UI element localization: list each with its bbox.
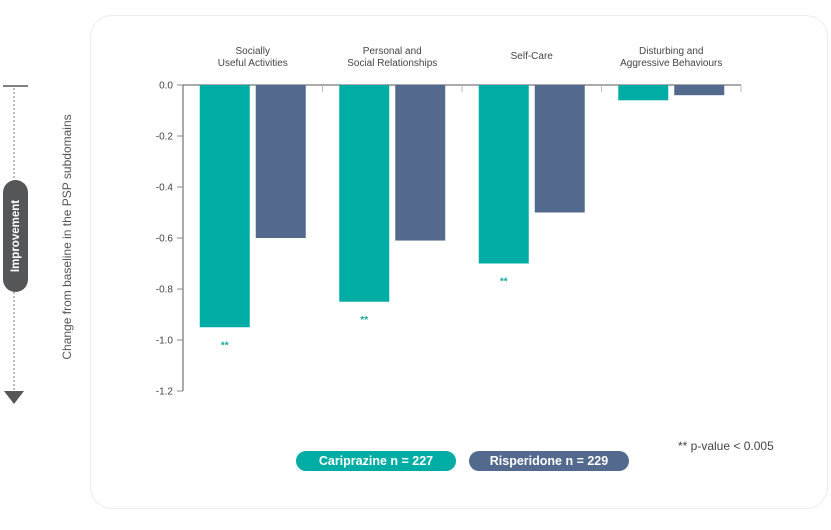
- y-tick-label: -0.6: [156, 234, 174, 245]
- y-tick-label: -0.8: [156, 285, 174, 296]
- p-value-footnote: ** p-value < 0.005: [678, 439, 774, 453]
- legend-cariprazine-label: Cariprazine n = 227: [318, 454, 434, 468]
- category-label: Useful Activities: [218, 58, 288, 69]
- improvement-label: Improvement: [9, 199, 22, 273]
- y-tick-label: -1.0: [156, 336, 174, 347]
- significance-marker: **: [360, 315, 368, 326]
- category-label: Disturbing and: [639, 46, 703, 57]
- category-label: Self-Care: [511, 51, 554, 62]
- category-label: Social Relationships: [347, 58, 437, 69]
- bar-cariprazine: [618, 85, 669, 101]
- bar-risperidone: [255, 85, 306, 238]
- bar-cariprazine: [339, 85, 390, 302]
- y-tick-label: -0.4: [156, 183, 174, 194]
- bar-cariprazine: [478, 85, 529, 264]
- improvement-indicator: [3, 85, 28, 404]
- y-tick-label: -1.2: [156, 387, 174, 398]
- y-axis-label: Change from baseline in the PSP subdomai…: [60, 114, 74, 359]
- significance-marker: **: [500, 277, 508, 288]
- category-label: Aggressive Behaviours: [620, 58, 722, 69]
- significance-marker: **: [221, 340, 229, 351]
- bar-risperidone: [395, 85, 446, 241]
- y-tick-label: -0.2: [156, 132, 174, 143]
- bar-risperidone: [534, 85, 585, 213]
- legend-cariprazine: Cariprazine n = 227: [296, 451, 456, 471]
- legend-risperidone: Risperidone n = 229: [469, 451, 629, 471]
- bar-cariprazine: [199, 85, 250, 328]
- legend-risperidone-label: Risperidone n = 229: [489, 454, 609, 468]
- category-label: Socially: [236, 46, 270, 57]
- category-label: Personal and: [363, 46, 422, 57]
- y-tick-label: 0.0: [159, 81, 173, 92]
- bar-risperidone: [674, 85, 725, 96]
- improvement-badge: Improvement: [3, 180, 28, 292]
- arrow-down-icon: [4, 391, 24, 404]
